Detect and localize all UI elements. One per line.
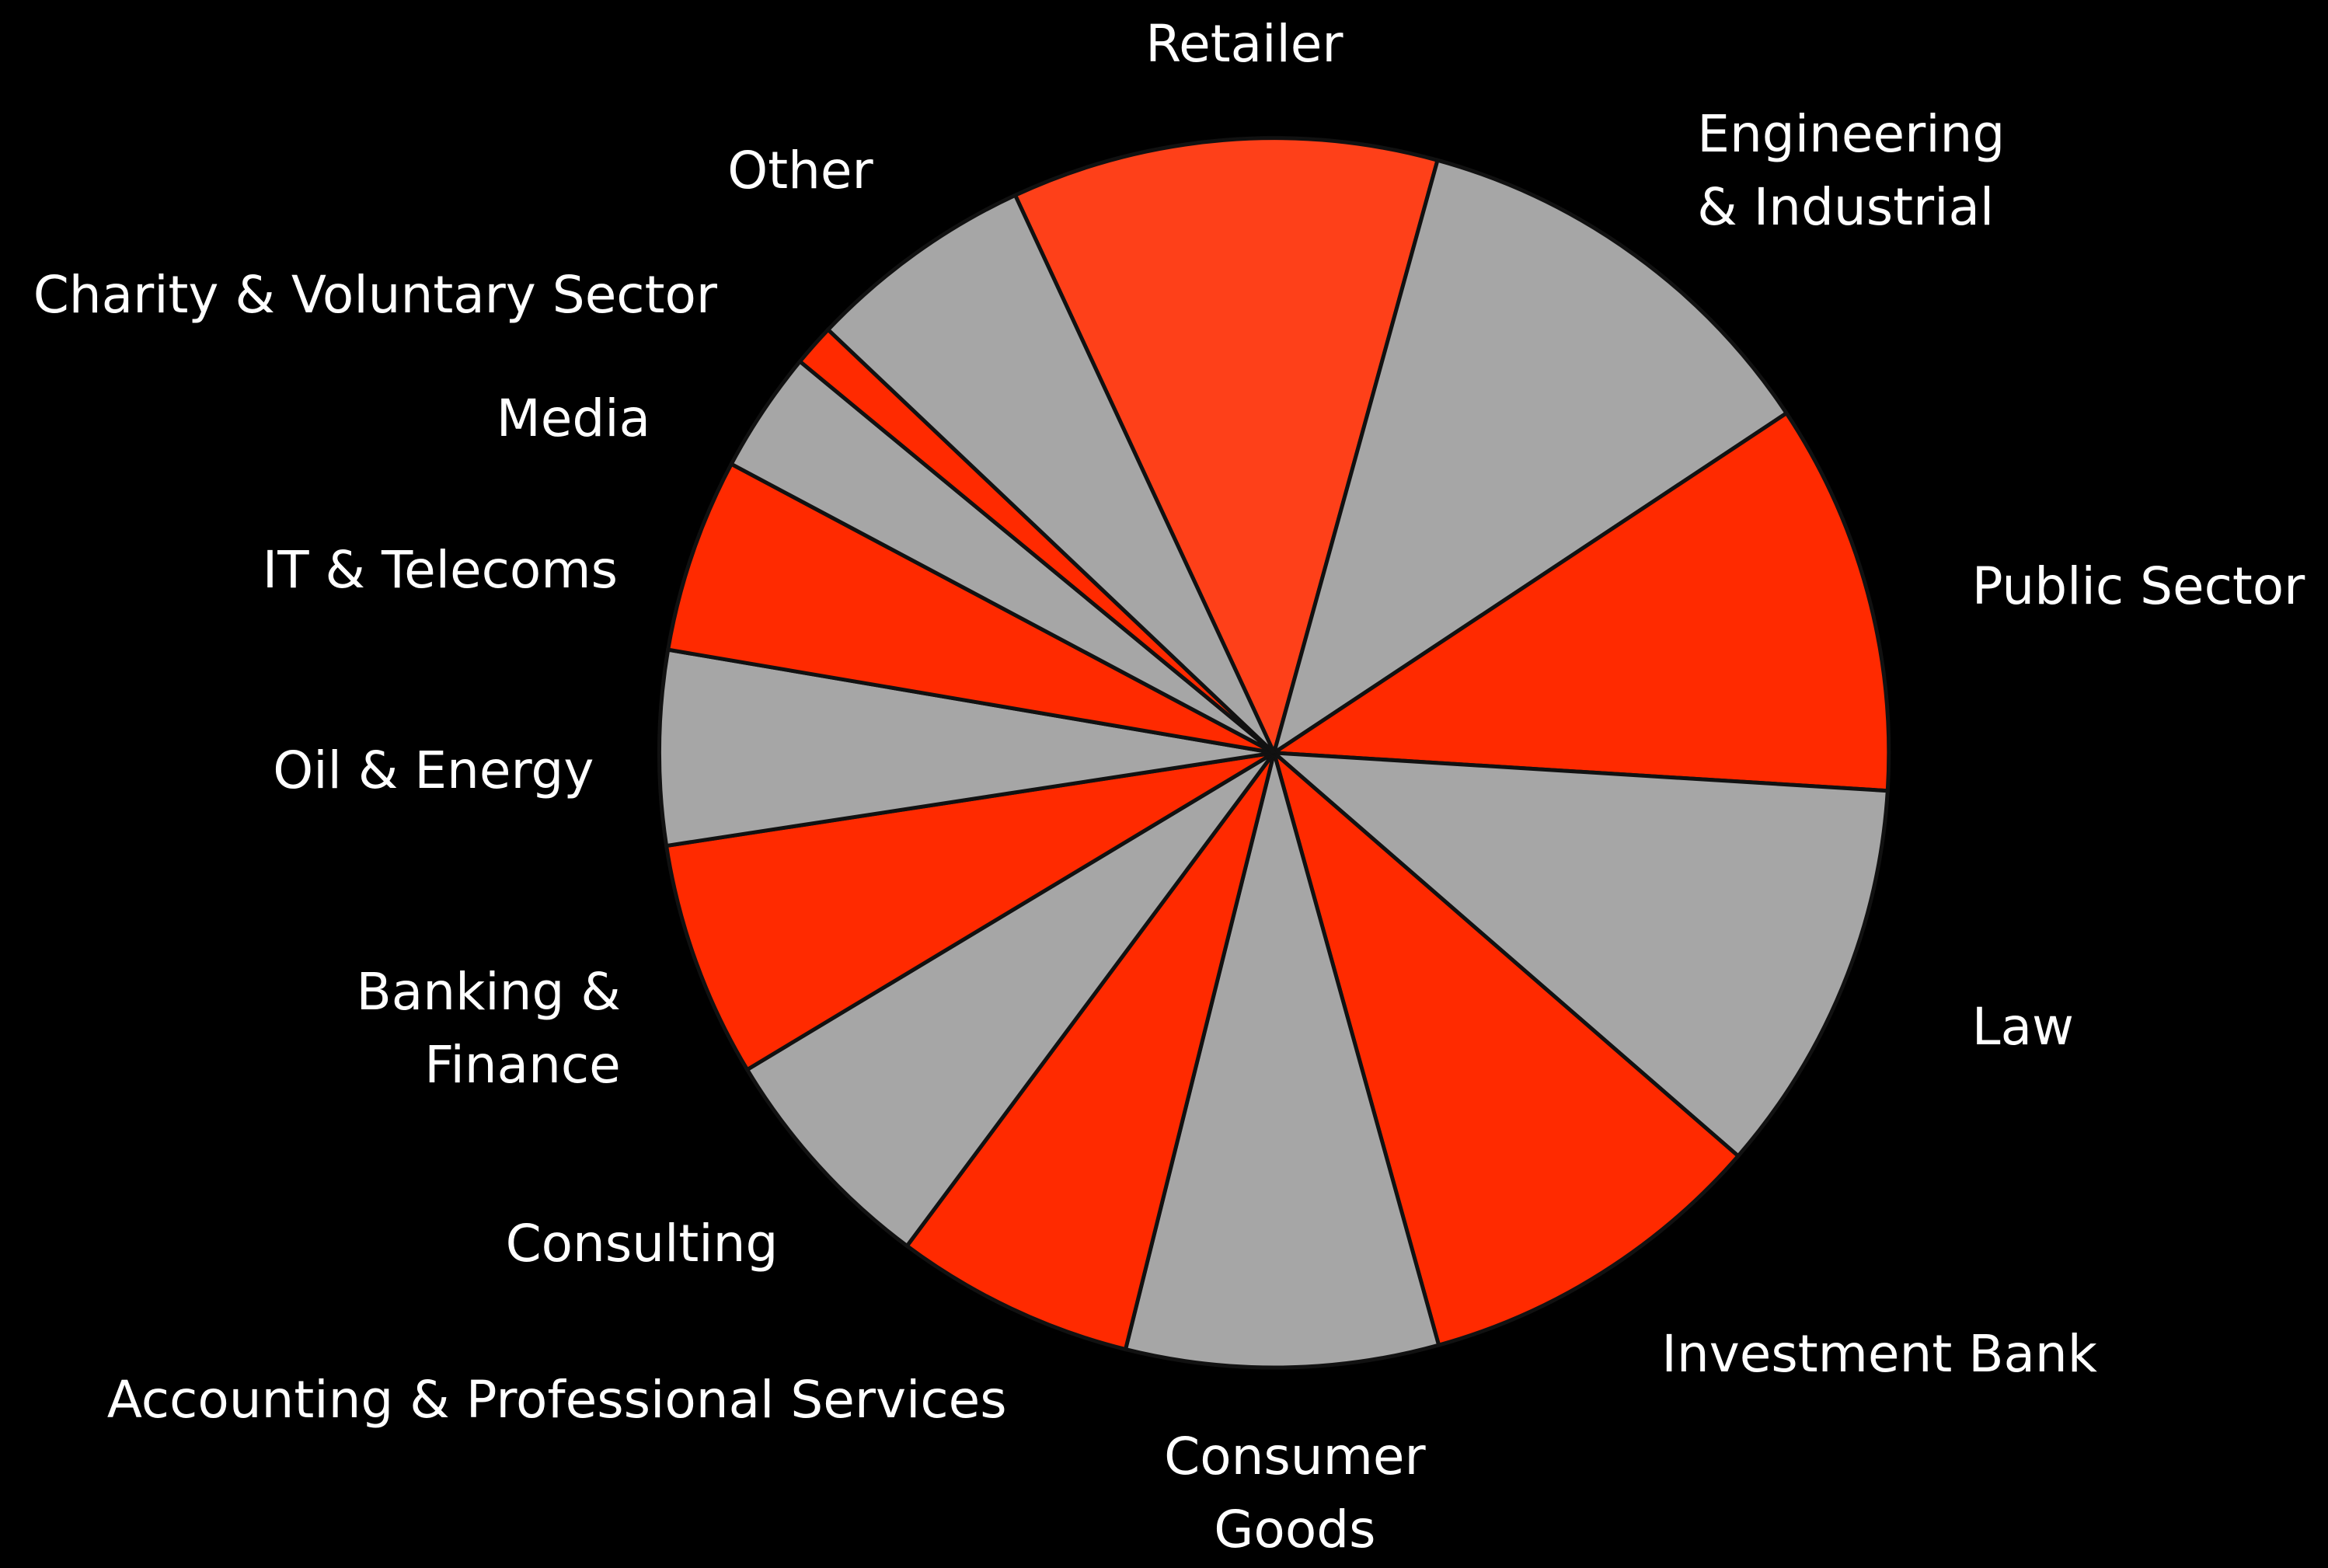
slice-label: Accounting & Professional Services xyxy=(106,1370,1007,1430)
slice-label: Charity & Voluntary Sector xyxy=(33,265,717,326)
slice-label: Engineering & Industrial xyxy=(1697,103,2006,237)
slice-label: Law xyxy=(1971,997,2074,1058)
pie-slice xyxy=(1268,750,1890,1159)
pie-slice xyxy=(664,751,1275,1073)
slice-label: Investment Bank xyxy=(1661,1323,2097,1384)
slice-label: Consulting xyxy=(505,1214,779,1274)
pie-slice xyxy=(1012,136,1441,759)
pie-slice xyxy=(1123,745,1441,1370)
slice-label: Public Sector xyxy=(1971,556,2305,616)
pie-slice xyxy=(1270,747,1741,1348)
slice-label: Other xyxy=(727,140,873,200)
pie-slice xyxy=(657,647,1275,848)
pie-slice xyxy=(825,192,1276,754)
slice-label: Media xyxy=(496,388,651,448)
pie-slice xyxy=(1268,410,1891,793)
slice-label: Banking & Finance xyxy=(356,962,621,1096)
slice-label: IT & Telecoms xyxy=(262,539,618,600)
pie-slice xyxy=(665,461,1275,755)
pie-slice xyxy=(904,751,1277,1352)
slice-label: Oil & Energy xyxy=(273,740,594,800)
slice-label: Retailer xyxy=(1145,14,1343,75)
pie-slice xyxy=(1270,158,1790,758)
pie-slice xyxy=(744,751,1276,1249)
slice-label: Consumer Goods xyxy=(1164,1427,1426,1560)
